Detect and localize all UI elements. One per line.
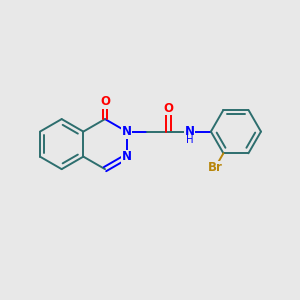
Text: O: O: [164, 101, 173, 115]
Text: Br: Br: [208, 161, 223, 174]
Text: O: O: [100, 95, 110, 108]
Text: H: H: [186, 135, 194, 145]
Text: N: N: [122, 125, 132, 138]
Text: N: N: [122, 150, 132, 163]
Text: N: N: [185, 125, 195, 138]
